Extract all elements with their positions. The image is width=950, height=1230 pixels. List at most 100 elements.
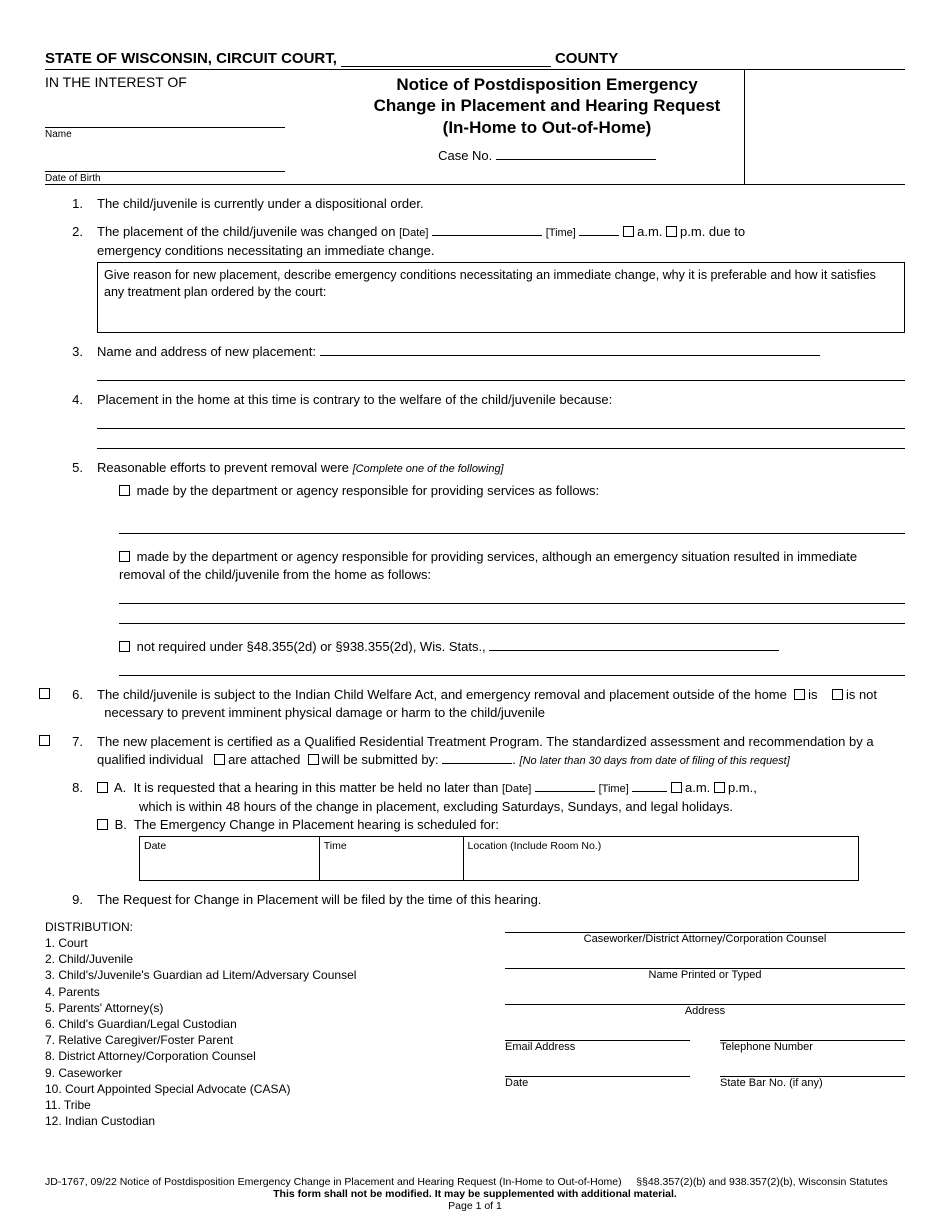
am-checkbox-8[interactable] bbox=[671, 782, 682, 793]
item-5b-checkbox[interactable] bbox=[119, 551, 130, 562]
sched-time-h: Time bbox=[324, 840, 347, 852]
sig-label-bar: State Bar No. (if any) bbox=[720, 1077, 905, 1089]
is-checkbox[interactable] bbox=[794, 689, 805, 700]
sig-line-date[interactable] bbox=[505, 1063, 690, 1077]
item-8a-checkbox[interactable] bbox=[97, 782, 108, 793]
item-7-checkbox[interactable] bbox=[39, 735, 50, 746]
item-5c-line[interactable] bbox=[119, 660, 905, 676]
county-blank[interactable] bbox=[341, 66, 551, 67]
am-checkbox[interactable] bbox=[623, 226, 634, 237]
time-hint-8: [Time] bbox=[599, 783, 629, 795]
title-block: IN THE INTEREST OF Name Date of Birth No… bbox=[45, 70, 905, 185]
item-5a-line[interactable] bbox=[119, 518, 905, 534]
time-blank-8[interactable] bbox=[632, 791, 667, 792]
pm-label: p.m. due to bbox=[680, 224, 745, 239]
attached-checkbox[interactable] bbox=[214, 754, 225, 765]
item-4-line1[interactable] bbox=[97, 413, 905, 429]
date-blank[interactable] bbox=[432, 235, 542, 236]
date-hint: [Date] bbox=[399, 227, 428, 239]
dist-7: 7. Relative Caregiver/Foster Parent bbox=[45, 1032, 475, 1048]
time-hint: [Time] bbox=[546, 227, 576, 239]
isnot-checkbox[interactable] bbox=[832, 689, 843, 700]
am-label: a.m. bbox=[637, 224, 662, 239]
name-input-line[interactable] bbox=[45, 112, 285, 128]
item-4: 4. Placement in the home at this time is… bbox=[45, 391, 905, 449]
item-8a-text: It is requested that a hearing in this m… bbox=[133, 780, 502, 795]
item-5a-text: made by the department or agency respons… bbox=[137, 483, 599, 498]
sched-loc-h: Location (Include Room No.) bbox=[468, 840, 602, 852]
item-3: 3. Name and address of new placement: bbox=[45, 343, 905, 381]
page: STATE OF WISCONSIN, CIRCUIT COURT, COUNT… bbox=[0, 0, 950, 1230]
title-l1: Notice of Postdisposition Emergency bbox=[396, 75, 697, 94]
dist-8: 8. District Attorney/Corporation Counsel bbox=[45, 1048, 475, 1064]
item-6-checkbox[interactable] bbox=[39, 688, 50, 699]
state-court-label: STATE OF WISCONSIN, CIRCUIT COURT, bbox=[45, 50, 337, 67]
item-3-text: Name and address of new placement: bbox=[97, 344, 316, 359]
item-5a-checkbox[interactable] bbox=[119, 485, 130, 496]
sig-label-1: Caseworker/District Attorney/Corporation… bbox=[505, 933, 905, 945]
sig-label-phone: Telephone Number bbox=[720, 1041, 905, 1053]
item-3-line2[interactable] bbox=[97, 365, 905, 381]
isnot-label: is not bbox=[846, 687, 877, 702]
sig-label-date: Date bbox=[505, 1077, 690, 1089]
item-7: 7. The new placement is certified as a Q… bbox=[45, 733, 905, 770]
sig-line-1[interactable] bbox=[505, 919, 905, 933]
submitted-blank[interactable] bbox=[442, 763, 512, 764]
sig-line-2[interactable] bbox=[505, 955, 905, 969]
item-5b-line2[interactable] bbox=[119, 608, 905, 624]
sched-date-cell[interactable]: Date bbox=[140, 837, 320, 881]
footer-warning: This form shall not be modified. It may … bbox=[45, 1188, 905, 1200]
item-5b-line1[interactable] bbox=[119, 588, 905, 604]
item-8a-text2: which is within 48 hours of the change i… bbox=[139, 798, 733, 816]
item-5c-blank[interactable] bbox=[489, 650, 779, 651]
item-4-text: Placement in the home at this time is co… bbox=[97, 392, 612, 407]
item-8a-letter: A. bbox=[114, 780, 126, 795]
distribution-signature: DISTRIBUTION: 1. Court 2. Child/Juvenile… bbox=[45, 919, 905, 1129]
sig-line-bar[interactable] bbox=[720, 1063, 905, 1077]
item-4-line2[interactable] bbox=[97, 433, 905, 449]
item-5: 5. Reasonable efforts to prevent removal… bbox=[45, 459, 905, 676]
item-5c-checkbox[interactable] bbox=[119, 641, 130, 652]
sig-label-email: Email Address bbox=[505, 1041, 690, 1053]
pm-checkbox[interactable] bbox=[666, 226, 677, 237]
interest-label: IN THE INTEREST OF bbox=[45, 74, 350, 90]
court-header: STATE OF WISCONSIN, CIRCUIT COURT, COUNT… bbox=[45, 50, 905, 70]
page-footer: JD-1767, 09/22 Notice of Postdisposition… bbox=[45, 1176, 905, 1212]
item-5b-text: made by the department or agency respons… bbox=[119, 549, 857, 582]
sig-line-3[interactable] bbox=[505, 991, 905, 1005]
dist-4: 4. Parents bbox=[45, 984, 475, 1000]
schedule-table: Date Time Location (Include Room No.) bbox=[139, 836, 859, 881]
item-5-note: [Complete one of the following] bbox=[353, 463, 504, 475]
sched-loc-cell[interactable]: Location (Include Room No.) bbox=[463, 837, 858, 881]
sig-line-email[interactable] bbox=[505, 1027, 690, 1041]
dist-title: DISTRIBUTION: bbox=[45, 919, 475, 935]
dist-9: 9. Caseworker bbox=[45, 1065, 475, 1081]
reason-box[interactable]: Give reason for new placement, describe … bbox=[97, 262, 905, 333]
county-label: COUNTY bbox=[555, 50, 618, 67]
time-blank[interactable] bbox=[579, 235, 619, 236]
item-7-note: [No later than 30 days from date of fili… bbox=[520, 755, 790, 767]
sched-time-cell[interactable]: Time bbox=[319, 837, 463, 881]
case-no-blank[interactable] bbox=[496, 159, 656, 160]
item-3-blank[interactable] bbox=[320, 355, 820, 356]
footer-statutes: §§48.357(2)(b) and 938.357(2)(b), Wiscon… bbox=[636, 1176, 888, 1188]
case-number: Case No. bbox=[358, 148, 736, 163]
sig-line-phone[interactable] bbox=[720, 1027, 905, 1041]
title-l3: (In-Home to Out-of-Home) bbox=[443, 118, 652, 137]
sig-label-2: Name Printed or Typed bbox=[505, 969, 905, 981]
footer-page: Page 1 of 1 bbox=[45, 1200, 905, 1212]
item-2-text-b: emergency conditions necessitating an im… bbox=[97, 243, 434, 258]
dob-input-line[interactable] bbox=[45, 156, 285, 172]
am-label-8: a.m. bbox=[685, 780, 710, 795]
item-5c-text: not required under §48.355(2d) or §938.3… bbox=[137, 639, 486, 654]
is-label: is bbox=[808, 687, 817, 702]
submitted-checkbox[interactable] bbox=[308, 754, 319, 765]
dist-2: 2. Child/Juvenile bbox=[45, 951, 475, 967]
item-9: 9. The Request for Change in Placement w… bbox=[45, 891, 905, 909]
date-blank-8[interactable] bbox=[535, 791, 595, 792]
item-6-text-a: The child/juvenile is subject to the Ind… bbox=[97, 687, 787, 702]
item-6: 6. The child/juvenile is subject to the … bbox=[45, 686, 905, 722]
pm-checkbox-8[interactable] bbox=[714, 782, 725, 793]
item-8b-checkbox[interactable] bbox=[97, 819, 108, 830]
dist-11: 11. Tribe bbox=[45, 1097, 475, 1113]
